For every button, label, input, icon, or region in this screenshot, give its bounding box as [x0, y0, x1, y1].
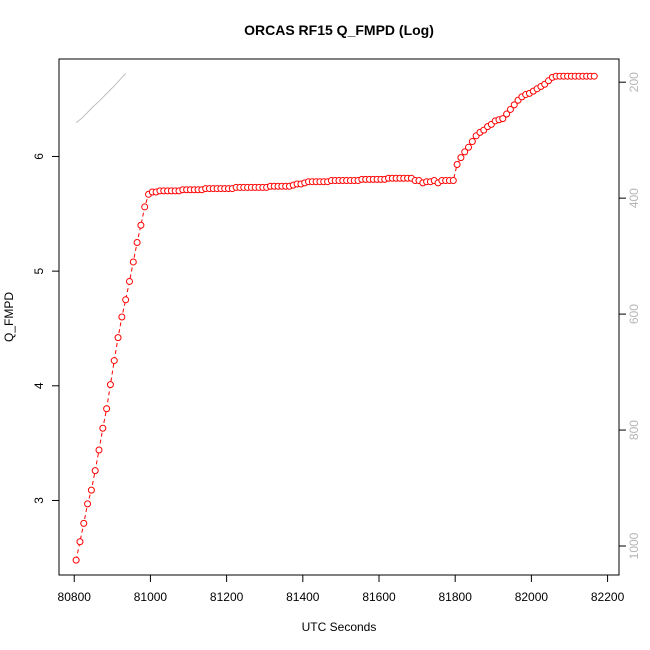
data-point [103, 405, 111, 413]
y2-tick-label: 800 [627, 420, 641, 440]
series-line [75, 75, 595, 561]
data-point [106, 381, 114, 389]
data-point [122, 296, 130, 304]
data-point [457, 154, 465, 162]
x-tick-label: 82200 [591, 590, 625, 604]
data-point [110, 357, 118, 365]
x-tick-label: 81400 [286, 590, 320, 604]
y2-tick-label: 1000 [627, 532, 641, 559]
data-point [590, 72, 598, 80]
data-point [129, 258, 137, 266]
x-axis-label: UTC Seconds [302, 620, 377, 634]
y-tick-label: 4 [32, 382, 46, 389]
y-axis-label: Q_FMPD [2, 292, 16, 342]
plot-frame [58, 58, 620, 576]
data-point [137, 221, 145, 229]
x-tick-label: 82000 [515, 590, 549, 604]
y-axis-right: 200 400 600 800 1000 [619, 72, 641, 559]
data-point [95, 446, 103, 454]
data-point [141, 203, 149, 211]
x-tick-label: 81800 [439, 590, 473, 604]
data-point [80, 519, 88, 527]
data-point [114, 334, 122, 342]
x-axis: 80800 81000 81200 81400 81600 81800 82000 82200 [58, 575, 625, 604]
data-point [506, 105, 514, 113]
chart-title: ORCAS RF15 Q_FMPD (Log) [244, 22, 434, 38]
x-tick-label: 81000 [134, 590, 168, 604]
y2-tick-label: 400 [627, 188, 641, 208]
data-point [118, 313, 126, 321]
data-point [453, 160, 461, 168]
data-point [449, 177, 457, 185]
data-point [510, 101, 518, 109]
data-point [461, 148, 469, 156]
data-point [465, 143, 473, 151]
data-point [503, 110, 511, 118]
x-tick-label: 81600 [362, 590, 396, 604]
data-point [84, 500, 92, 508]
data-point [468, 138, 476, 146]
data-point [499, 115, 507, 123]
data-point [133, 238, 141, 246]
series-line [75, 73, 127, 124]
y2-tick-label: 600 [627, 304, 641, 324]
y-tick-label: 3 [32, 497, 46, 504]
data-point [76, 538, 84, 546]
y2-tick-label: 200 [627, 72, 641, 92]
data-point [72, 556, 80, 564]
data-point [125, 277, 133, 285]
y-tick-label: 6 [32, 153, 46, 160]
x-tick-label: 81200 [210, 590, 244, 604]
data-point [91, 467, 99, 475]
data-point [87, 486, 95, 494]
series-layer [72, 72, 598, 564]
y-axis-left: 3 4 5 6 [32, 153, 59, 504]
x-tick-label: 80800 [58, 590, 92, 604]
data-point [99, 424, 107, 432]
y-tick-label: 5 [32, 267, 46, 274]
